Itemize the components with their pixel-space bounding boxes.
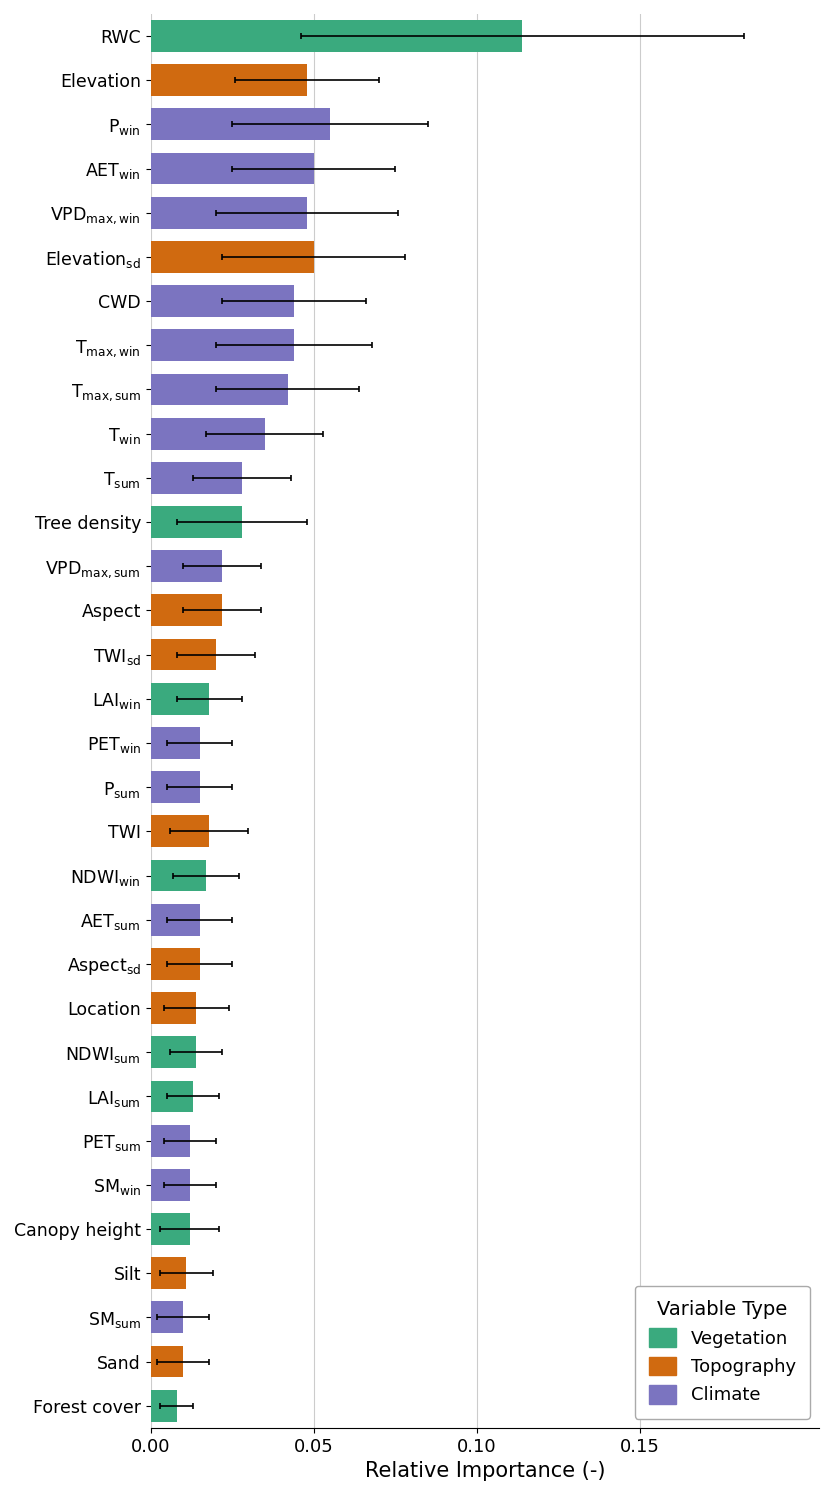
Bar bbox=[151, 462, 242, 493]
Legend: Vegetation, Topography, Climate: Vegetation, Topography, Climate bbox=[635, 1286, 810, 1419]
Bar bbox=[151, 1346, 183, 1377]
Bar bbox=[151, 197, 307, 229]
Bar bbox=[151, 64, 307, 96]
X-axis label: Relative Importance (-): Relative Importance (-) bbox=[365, 1461, 605, 1482]
Bar bbox=[151, 815, 209, 848]
Bar bbox=[151, 152, 314, 184]
Bar bbox=[151, 329, 294, 362]
Bar bbox=[151, 771, 200, 803]
Bar bbox=[151, 1257, 187, 1289]
Bar bbox=[151, 1081, 193, 1112]
Bar bbox=[151, 1390, 177, 1422]
Bar bbox=[151, 286, 294, 317]
Bar bbox=[151, 1169, 190, 1200]
Bar bbox=[151, 638, 216, 670]
Bar bbox=[151, 904, 200, 936]
Bar bbox=[151, 595, 222, 626]
Bar bbox=[151, 1302, 183, 1334]
Bar bbox=[151, 683, 209, 715]
Bar bbox=[151, 550, 222, 582]
Bar bbox=[151, 109, 330, 141]
Bar bbox=[151, 860, 206, 891]
Bar bbox=[151, 241, 314, 272]
Bar bbox=[151, 417, 265, 450]
Bar bbox=[151, 507, 242, 538]
Bar bbox=[151, 19, 522, 52]
Bar bbox=[151, 727, 200, 759]
Bar bbox=[151, 1212, 190, 1245]
Bar bbox=[151, 374, 287, 405]
Bar bbox=[151, 948, 200, 979]
Bar bbox=[151, 1124, 190, 1157]
Bar bbox=[151, 1036, 197, 1067]
Bar bbox=[151, 993, 197, 1024]
